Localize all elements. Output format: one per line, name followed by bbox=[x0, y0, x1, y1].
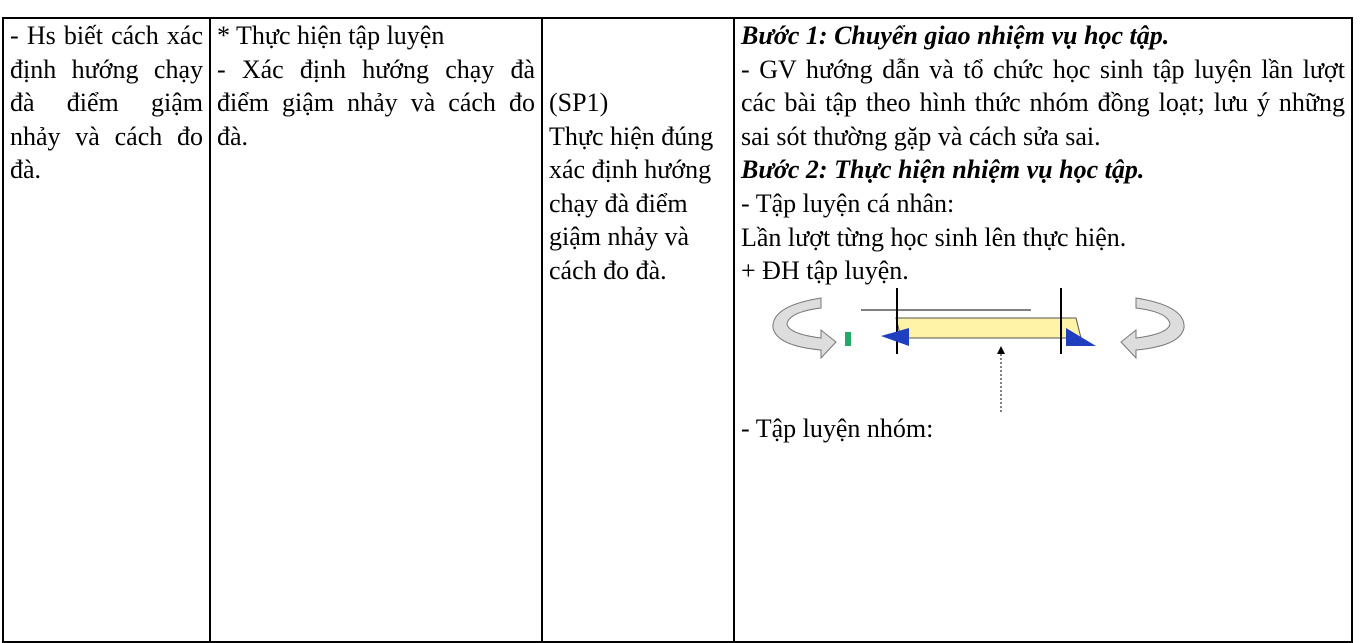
step-text: Lần lượt từng học sinh lên thực hiện. bbox=[741, 222, 1127, 252]
step-text: - GV hướng dẫn và tổ chức học sinh tập l… bbox=[741, 54, 1345, 151]
marker bbox=[881, 327, 909, 346]
step-title: Bước 1: Chuyển giao nhiệm vụ học tập. bbox=[741, 21, 1170, 50]
objective: - Hs biết cách xác định hướng chạy đà đi… bbox=[10, 21, 203, 185]
board bbox=[895, 317, 1082, 339]
step-text: + ĐH tập luyện. bbox=[741, 256, 909, 286]
step-text: - Tập luyện cá nhân: bbox=[741, 188, 955, 218]
arrow bbox=[772, 297, 837, 360]
product: Thực hiện đúng xác định hướng chạy đà đi… bbox=[549, 121, 714, 285]
step-title: Bước 2: Thực hiện nhiệm vụ học tập. bbox=[741, 155, 1145, 185]
step-text: - Tập luyện nhóm: bbox=[741, 413, 934, 443]
content: * Thực hiện tập luyện bbox=[217, 21, 445, 50]
lesson-table: - Hs biết cách xác định hướng chạy đà đi… bbox=[2, 17, 1353, 643]
student bbox=[845, 331, 851, 346]
content: - Xác định hướng chạy đà điểm giậm nhảy … bbox=[217, 54, 535, 151]
cell: * Thực hiện tập luyện - Xác định hướng c… bbox=[209, 17, 543, 643]
training-diagram bbox=[772, 287, 1185, 412]
arrowhead bbox=[997, 345, 1005, 354]
marker bbox=[1066, 327, 1096, 346]
cell: (SP1) Thực hiện đúng xác định hướng chạy… bbox=[541, 17, 735, 643]
product: (SP1) bbox=[549, 88, 609, 117]
arrow bbox=[1120, 297, 1185, 360]
cell: Bước 1: Chuyển giao nhiệm vụ học tập. - … bbox=[733, 17, 1353, 643]
cell: - Hs biết cách xác định hướng chạy đà đi… bbox=[2, 17, 211, 643]
